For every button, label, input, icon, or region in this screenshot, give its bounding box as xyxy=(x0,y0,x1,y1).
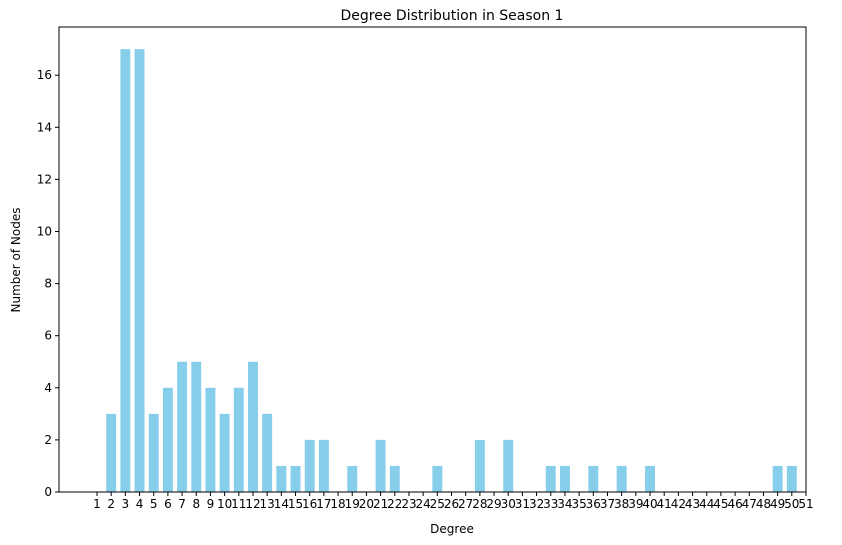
y-tick-label-0: 0 xyxy=(44,485,52,499)
x-tick-label-4: 4 xyxy=(136,497,144,511)
bar-degree-16 xyxy=(304,439,315,492)
x-tick-label-46: 46 xyxy=(727,497,742,511)
x-tick-label-49: 49 xyxy=(770,497,785,511)
bar-degree-12 xyxy=(248,361,258,492)
x-tick-label-22: 22 xyxy=(387,497,402,511)
x-tick-label-39: 39 xyxy=(628,497,643,511)
x-tick-label-8: 8 xyxy=(192,497,200,511)
x-tick-label-29: 29 xyxy=(486,497,501,511)
bar-degree-10 xyxy=(219,413,230,492)
x-tick-label-32: 32 xyxy=(529,497,544,511)
x-axis: 1 2 3 4 5 6 7 8 9 1011121314151617181920212223242… xyxy=(93,492,814,511)
bar-degree-7 xyxy=(177,361,188,492)
x-tick-label-5: 5 xyxy=(150,497,158,511)
x-tick-label-33: 33 xyxy=(543,497,558,511)
x-tick-label-26: 26 xyxy=(444,497,459,511)
x-tick-label-21: 21 xyxy=(373,497,388,511)
bar-degree-8 xyxy=(191,361,202,492)
x-tick-label-13: 13 xyxy=(260,497,275,511)
bar-degree-17 xyxy=(318,439,329,492)
bar-degree-21 xyxy=(375,439,386,492)
plot-frame xyxy=(58,26,807,493)
y-tick-label-2: 2 xyxy=(44,433,52,447)
x-tick-label-23: 23 xyxy=(401,497,416,511)
bar-degree-28 xyxy=(474,439,485,492)
x-tick-label-2: 2 xyxy=(107,497,115,511)
x-tick-label-44: 44 xyxy=(699,497,714,511)
x-tick-label-6: 6 xyxy=(164,497,172,511)
x-tick-label-18: 18 xyxy=(330,497,345,511)
bar-degree-49 xyxy=(772,465,783,492)
x-tick-label-24: 24 xyxy=(415,497,430,511)
x-tick-label-47: 47 xyxy=(742,497,757,511)
x-tick-label-10: 10 xyxy=(217,497,232,511)
y-tick-label-16: 16 xyxy=(37,68,52,82)
x-tick-label-30: 30 xyxy=(501,497,516,511)
x-tick-label-12: 12 xyxy=(245,497,260,511)
bar-degree-22 xyxy=(389,465,400,492)
y-axis: 0 2 4 6 8 10 12 14 16 xyxy=(37,68,59,499)
x-tick-label-35: 35 xyxy=(571,497,586,511)
x-tick-label-7: 7 xyxy=(178,497,186,511)
bar-degree-13 xyxy=(262,413,273,492)
x-tick-label-11: 11 xyxy=(231,497,246,511)
bar-degree-25 xyxy=(432,465,443,492)
x-tick-label-27: 27 xyxy=(458,497,473,511)
y-tick-label-10: 10 xyxy=(37,224,52,238)
y-tick-label-4: 4 xyxy=(44,381,52,395)
x-tick-label-16: 16 xyxy=(302,497,317,511)
x-tick-label-17: 17 xyxy=(316,497,331,511)
x-tick-label-19: 19 xyxy=(345,497,360,511)
x-tick-label-42: 42 xyxy=(671,497,686,511)
x-tick-label-43: 43 xyxy=(685,497,700,511)
bar-degree-4 xyxy=(134,49,145,492)
bar-degree-3 xyxy=(120,49,131,492)
bar-degree-34 xyxy=(559,465,570,492)
bar-degree-36 xyxy=(588,465,599,492)
y-tick-label-6: 6 xyxy=(44,329,52,343)
x-tick-label-51: 51 xyxy=(798,497,813,511)
x-tick-label-34: 34 xyxy=(557,497,572,511)
x-tick-label-28: 28 xyxy=(472,497,487,511)
x-tick-label-14: 14 xyxy=(274,497,289,511)
x-tick-label-15: 15 xyxy=(288,497,303,511)
x-axis-label: Degree xyxy=(430,522,474,536)
bar-degree-50 xyxy=(786,465,797,492)
bar-degree-6 xyxy=(162,387,173,492)
x-tick-label-9: 9 xyxy=(207,497,215,511)
y-tick-label-12: 12 xyxy=(37,172,52,186)
y-tick-label-14: 14 xyxy=(37,120,52,134)
x-tick-label-41: 41 xyxy=(657,497,672,511)
x-tick-label-48: 48 xyxy=(756,497,771,511)
bar-degree-33 xyxy=(545,465,556,492)
bar-degree-38 xyxy=(616,465,627,492)
bar-degree-40 xyxy=(645,465,655,492)
x-tick-label-45: 45 xyxy=(713,497,728,511)
bar-degree-9 xyxy=(205,387,216,492)
x-tick-label-1: 1 xyxy=(93,497,101,511)
x-tick-label-3: 3 xyxy=(122,497,130,511)
x-tick-label-31: 31 xyxy=(515,497,530,511)
bar-degree-5 xyxy=(148,413,159,492)
y-tick-label-8: 8 xyxy=(44,277,52,291)
bar-degree-30 xyxy=(503,439,514,492)
x-tick-label-38: 38 xyxy=(614,497,629,511)
bars-group xyxy=(106,49,797,492)
x-tick-label-25: 25 xyxy=(430,497,445,511)
bar-degree-11 xyxy=(233,387,244,492)
bar-degree-15 xyxy=(290,465,301,492)
x-tick-label-50: 50 xyxy=(784,497,799,511)
bar-degree-2 xyxy=(106,413,117,492)
bar-degree-19 xyxy=(347,465,358,492)
bar-degree-14 xyxy=(276,465,287,492)
x-tick-label-37: 37 xyxy=(600,497,615,511)
x-tick-label-36: 36 xyxy=(586,497,601,511)
x-tick-label-20: 20 xyxy=(359,497,374,511)
y-axis-label: Number of Nodes xyxy=(9,208,23,313)
x-tick-label-40: 40 xyxy=(642,497,657,511)
chart-title: Degree Distribution in Season 1 xyxy=(341,8,564,24)
